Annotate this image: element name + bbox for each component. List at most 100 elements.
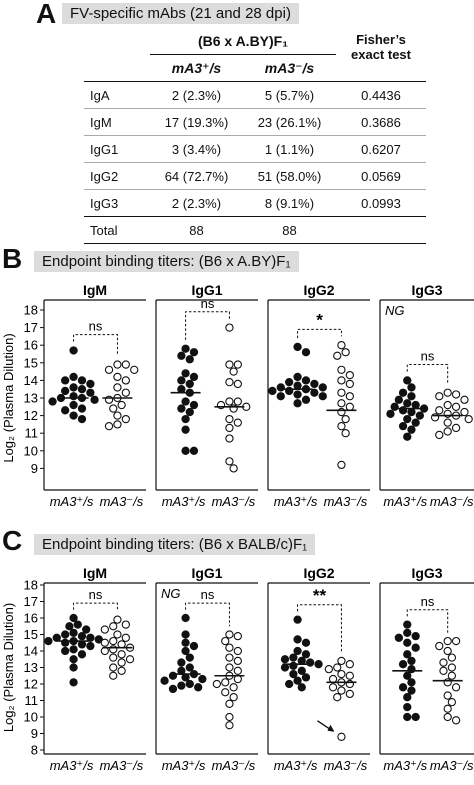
data-point-wt: [289, 669, 298, 679]
y-tick-label: 18: [24, 303, 38, 318]
data-point-wt: [90, 395, 99, 404]
data-point-ko: [451, 423, 461, 433]
data-point-wt: [280, 655, 290, 664]
group-label: mA3⁻/s: [324, 494, 368, 509]
data-point-wt: [177, 385, 186, 394]
data-point-wt: [403, 693, 412, 702]
data-point-wt: [61, 638, 70, 647]
data-point-wt: [268, 386, 277, 396]
data-point-ko: [225, 423, 234, 433]
data-point-wt: [318, 392, 327, 401]
fisher-header-line2: exact test: [351, 47, 411, 62]
p-cell: 0.3686: [336, 108, 426, 136]
data-point-ko: [341, 429, 350, 438]
subpanel-title: IgM: [83, 282, 107, 298]
data-point-wt: [407, 656, 416, 666]
data-point-wt: [403, 399, 412, 408]
data-point-wt: [289, 661, 298, 670]
data-point-wt: [69, 383, 78, 392]
data-point-ko: [121, 360, 130, 369]
group-label: mA3⁺/s: [50, 758, 94, 773]
data-point-ko: [109, 653, 118, 662]
data-point-wt: [177, 404, 186, 413]
data-point-wt: [411, 632, 420, 641]
data-point-ko: [333, 693, 342, 702]
data-point-ko: [443, 704, 452, 713]
data-point-wt: [276, 392, 285, 401]
data-point-wt: [61, 646, 70, 656]
table-row: IgM 17 (19.3%) 23 (26.1%) 0.3686: [84, 108, 426, 136]
data-point-ko: [225, 457, 234, 466]
data-point-ko: [229, 367, 238, 376]
significance-bracket: [406, 609, 449, 633]
data-point-wt: [407, 686, 416, 695]
ng-annotation: NG: [385, 303, 405, 318]
isotype-cell: IgG3: [84, 189, 150, 217]
data-point-ko: [109, 663, 118, 672]
data-point-ko: [113, 630, 122, 639]
group-label: mA3⁺/s: [274, 758, 318, 773]
data-point-wt: [403, 671, 412, 680]
data-point-wt: [293, 372, 302, 382]
data-point-wt: [181, 630, 190, 639]
data-point-wt: [185, 379, 194, 389]
significance-label: ns: [89, 587, 103, 602]
data-point-wt: [293, 676, 302, 685]
data-point-wt: [301, 376, 311, 385]
y-tick-label: 14: [24, 644, 38, 659]
data-point-ko: [109, 622, 118, 631]
data-point-ko: [233, 646, 242, 656]
data-point-ko: [443, 691, 452, 700]
data-point-wt: [52, 633, 61, 642]
y-tick-label: 15: [24, 627, 38, 642]
data-point-ko: [221, 688, 230, 697]
data-point-wt: [407, 678, 416, 687]
panel-c-title: Endpoint binding titers: (B6 x BALB/c)F₁: [34, 534, 316, 555]
data-point-wt: [185, 407, 194, 417]
y-tick-label: 13: [24, 660, 38, 675]
total-wt: 88: [150, 216, 243, 244]
data-point-wt: [69, 678, 78, 687]
data-point-ko: [341, 414, 350, 424]
data-point-ko: [447, 671, 457, 680]
y-tick-label: 16: [24, 338, 38, 353]
y-tick-label: 15: [24, 355, 38, 370]
data-point-ko: [109, 636, 118, 646]
p-cell: 0.4436: [336, 81, 426, 109]
y-tick-label: 13: [24, 391, 38, 406]
significance-bracket: [73, 602, 118, 612]
data-point-wt: [301, 348, 311, 357]
data-point-wt: [48, 397, 57, 406]
data-point-wt: [398, 422, 408, 431]
data-point-wt: [318, 383, 327, 392]
chart-b: Log₂ (Plasma Dilution) 9 10 11 12 13 14 15 16 17 1…: [1, 282, 474, 509]
subpanel-igg2: IgG2 mA3⁺/s mA3⁻/s *: [267, 282, 370, 509]
data-point-ko: [443, 388, 452, 397]
data-point-wt: [73, 620, 82, 629]
data-point-ko: [225, 397, 234, 406]
significance-bracket: [406, 364, 449, 384]
data-point-wt: [86, 388, 95, 397]
data-point-ko: [337, 656, 346, 666]
data-point-wt: [61, 630, 70, 639]
data-point-wt: [69, 613, 78, 623]
data-point-ko: [443, 636, 452, 646]
data-point-ko: [117, 650, 126, 659]
data-point-wt: [185, 663, 194, 672]
data-point-wt: [407, 383, 416, 392]
data-point-ko: [221, 678, 230, 687]
group-label: mA3⁺/s: [162, 494, 206, 509]
data-point-wt: [69, 346, 78, 355]
subpanel-igg3: IgG3 NG mA3⁺/s mA3⁻/s ns: [379, 282, 474, 509]
ko-cell: 5 (5.7%): [243, 81, 336, 109]
wt-cell: 2 (2.3%): [150, 81, 243, 109]
data-point-wt: [44, 636, 53, 646]
data-point-wt: [403, 638, 412, 647]
data-point-ko: [328, 683, 338, 692]
data-point-ko: [337, 388, 346, 397]
data-point-wt: [69, 663, 78, 672]
data-point-ko: [341, 348, 350, 357]
col-header-wt: mA3⁺/s: [171, 59, 222, 76]
y-tick-label: 12: [24, 408, 38, 423]
y-tick-label: 18: [24, 578, 38, 593]
